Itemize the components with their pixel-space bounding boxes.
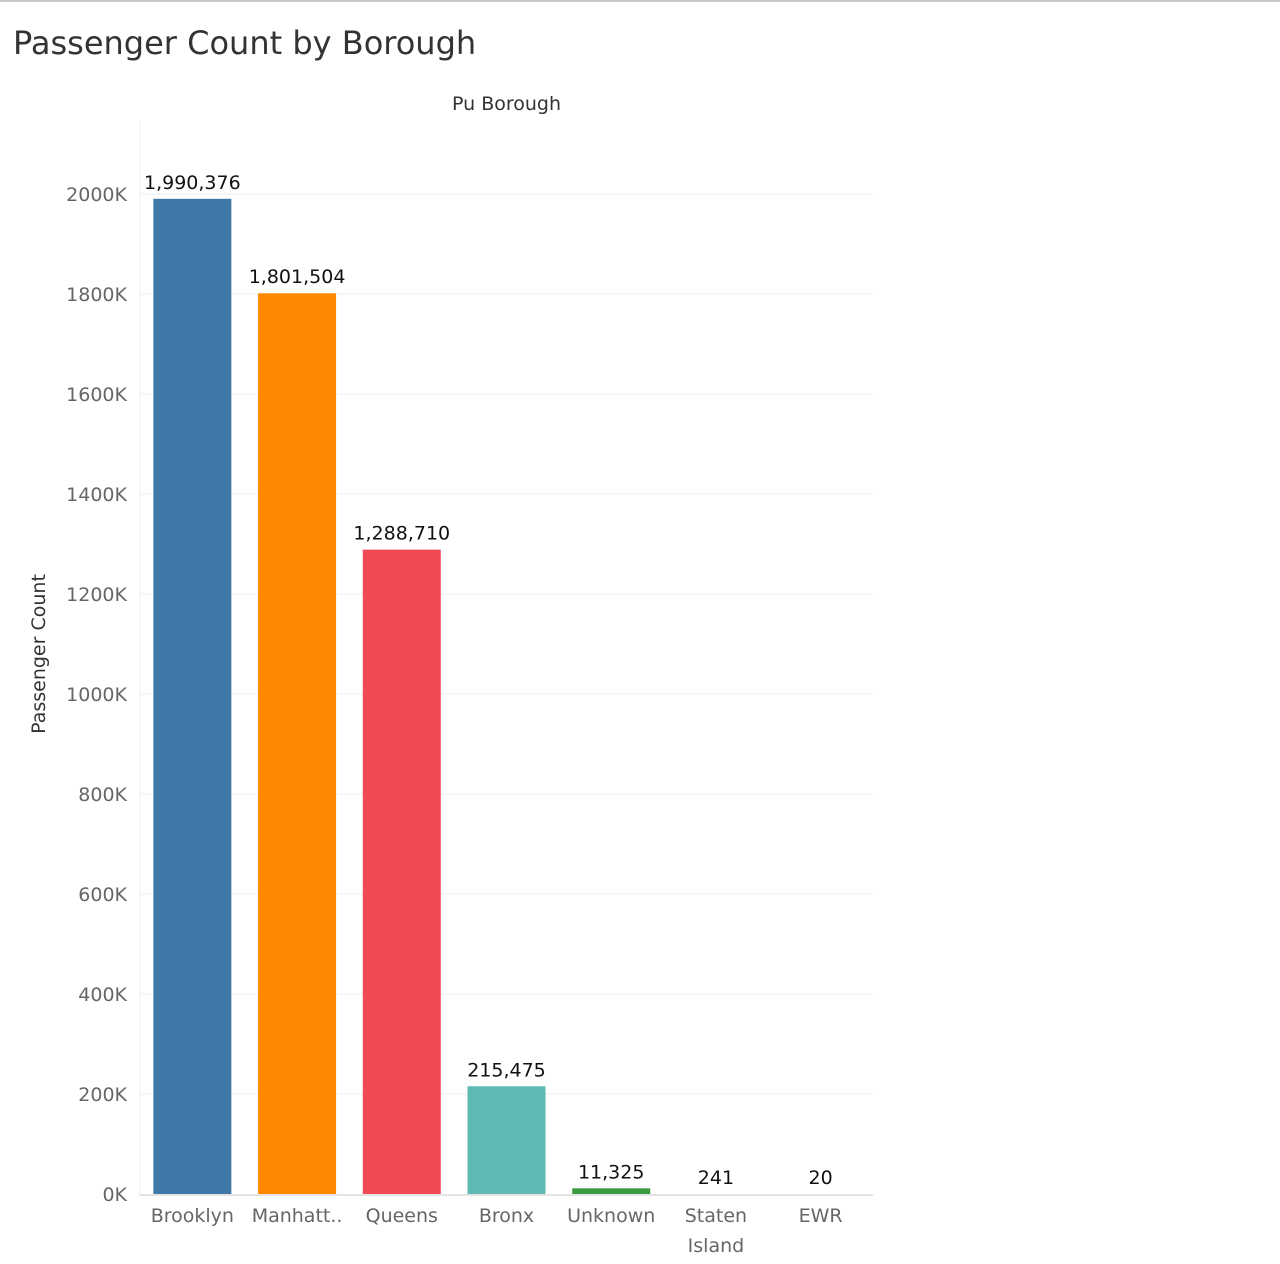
bar-value-label: 1,288,710 [353, 523, 450, 545]
y-axis-title: Passenger Count [28, 574, 50, 734]
y-tick-label: 2000K [66, 184, 127, 206]
y-tick-label: 600K [78, 884, 127, 906]
category-label: Unknown [567, 1205, 655, 1227]
category-label: Manhatt.. [252, 1205, 343, 1227]
bar-value-label: 20 [809, 1167, 833, 1189]
y-axis-ticks: 0K 200K 400K 600K 800K 1000K 1200K 1400K 1600K 18… [66, 184, 127, 1206]
y-tick-label: 1400K [66, 484, 127, 506]
column-header: Pu Borough [452, 93, 561, 115]
bar[interactable] [258, 293, 337, 1194]
chart-title: Passenger Count by Borough [13, 24, 477, 62]
category-label: EWR [799, 1205, 843, 1227]
bar[interactable] [153, 198, 232, 1194]
bar[interactable] [467, 1086, 546, 1194]
category-label: Staten Island [685, 1205, 747, 1257]
category-label: Bronx [479, 1205, 534, 1227]
y-tick-label: 1600K [66, 384, 127, 406]
bar-value-label: 215,475 [467, 1059, 546, 1081]
y-tick-label: 200K [78, 1084, 127, 1106]
value-labels: 1,990,376 1,801,504 1,288,710 215,475 11,325… [144, 172, 833, 1189]
category-label: Brooklyn [151, 1205, 234, 1227]
y-tick-label: 1800K [66, 284, 127, 306]
y-tick-label: 800K [78, 784, 127, 806]
bar-value-label: 241 [698, 1167, 734, 1189]
category-label: Queens [366, 1205, 438, 1227]
bar-value-label: 1,801,504 [249, 266, 346, 288]
y-tick-label: 1200K [66, 584, 127, 606]
bar-value-label: 1,990,376 [144, 172, 241, 194]
bar[interactable] [362, 549, 441, 1194]
y-tick-label: 0K [102, 1184, 127, 1206]
category-labels: Brooklyn Manhatt.. Queens Bronx Unknown State… [151, 1205, 843, 1257]
y-tick-label: 1000K [66, 684, 127, 706]
bar[interactable] [572, 1188, 651, 1194]
bars [153, 198, 651, 1194]
bar-value-label: 11,325 [578, 1161, 644, 1183]
y-tick-label: 400K [78, 984, 127, 1006]
top-border [0, 0, 1280, 2]
